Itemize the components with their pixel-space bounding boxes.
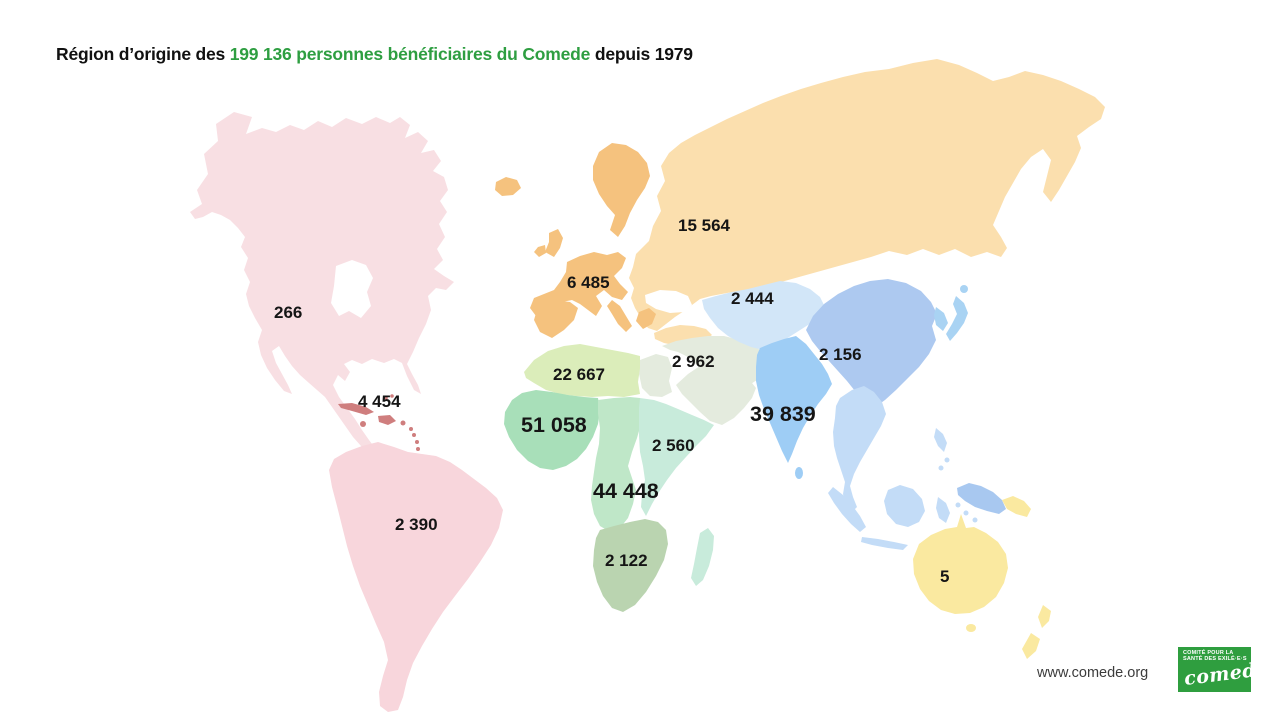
india-shape bbox=[756, 336, 832, 463]
russia-shape bbox=[629, 59, 1105, 331]
sulawesi-shape bbox=[936, 497, 950, 523]
comede-logo-wordmark: comede bbox=[1182, 657, 1251, 690]
scandinavia-shape bbox=[593, 143, 650, 237]
hokkaido-shape bbox=[960, 285, 968, 293]
antilles-dot bbox=[415, 440, 419, 444]
label-west-africa: 51 058 bbox=[521, 413, 587, 437]
hispaniola-shape bbox=[378, 415, 396, 425]
europe-mainland-shape bbox=[530, 252, 628, 316]
black-sea-water bbox=[645, 290, 692, 313]
moluccas-dot bbox=[963, 510, 969, 516]
philippines-shape bbox=[934, 428, 947, 452]
region-west-africa bbox=[504, 390, 600, 470]
region-south-america bbox=[329, 442, 503, 712]
antilles-dot bbox=[416, 447, 420, 451]
antilles-dot bbox=[384, 396, 388, 400]
region-north-africa bbox=[524, 344, 640, 397]
region-east-asia bbox=[806, 279, 937, 408]
label-western-europe: 6 485 bbox=[567, 273, 610, 292]
label-east-asia: 2 156 bbox=[819, 345, 862, 364]
region-south-asia bbox=[756, 336, 832, 479]
label-oceania: 5 bbox=[940, 567, 950, 586]
moluccas-dot bbox=[955, 502, 961, 508]
moluccas-dot bbox=[972, 517, 978, 523]
label-caribbean: 4 454 bbox=[358, 392, 401, 411]
label-eastern-europe-russia: 15 564 bbox=[678, 216, 730, 235]
cuba-shape bbox=[338, 403, 374, 415]
iberia-shape bbox=[534, 300, 578, 338]
region-middle-east bbox=[639, 336, 772, 425]
italy-shape bbox=[607, 300, 632, 332]
region-southern-africa bbox=[593, 519, 668, 612]
australia-shape bbox=[913, 514, 1008, 614]
label-central-asia: 2 444 bbox=[731, 289, 774, 308]
region-central-africa bbox=[591, 397, 644, 532]
label-southern-africa: 2 122 bbox=[605, 551, 648, 570]
antilles-dot bbox=[409, 427, 413, 431]
sumatra-shape bbox=[828, 487, 866, 532]
title-prefix: Région d’origine des bbox=[56, 44, 230, 64]
title-suffix: depuis 1979 bbox=[590, 44, 693, 64]
indochina-shape bbox=[833, 386, 886, 512]
title-highlight: 199 136 personnes bénéficiaires du Comed… bbox=[229, 44, 591, 64]
region-east-africa bbox=[639, 398, 714, 586]
comede-logo: COMITÉ POUR LA SANTÉ DES EXILÉ·E·S comed… bbox=[1178, 647, 1251, 692]
region-japan-korea bbox=[934, 285, 968, 341]
label-central-africa: 44 448 bbox=[593, 479, 659, 503]
java-shape bbox=[861, 537, 908, 550]
ireland-shape bbox=[534, 245, 546, 257]
antilles-dot bbox=[412, 433, 416, 437]
region-western-europe bbox=[495, 143, 656, 338]
new-zealand-north-shape bbox=[1038, 605, 1051, 628]
comede-logo-tagline: COMITÉ POUR LA SANTÉ DES EXILÉ·E·S bbox=[1183, 650, 1247, 663]
philippines-dot bbox=[944, 457, 950, 463]
tasmania-shape bbox=[966, 624, 976, 632]
korea-shape bbox=[934, 307, 948, 331]
hudson-bay-water bbox=[331, 260, 373, 318]
region-oceania bbox=[913, 496, 1051, 659]
sri-lanka-shape bbox=[795, 467, 803, 479]
label-north-america: 266 bbox=[274, 303, 303, 322]
britain-shape bbox=[545, 229, 563, 257]
label-north-africa: 22 667 bbox=[553, 365, 605, 384]
papua-new-guinea-shape bbox=[1002, 496, 1031, 517]
region-southeast-asia bbox=[828, 386, 978, 550]
antilles-dot bbox=[390, 394, 394, 398]
north-america-shape bbox=[190, 112, 454, 453]
philippines-dot bbox=[938, 465, 944, 471]
borneo-shape bbox=[884, 485, 925, 527]
region-west-new-guinea bbox=[957, 483, 1006, 514]
region-central-asia bbox=[702, 281, 825, 350]
madagascar-shape bbox=[691, 528, 714, 586]
puerto-rico-shape bbox=[400, 420, 406, 426]
arabia-shape bbox=[676, 362, 756, 425]
label-south-america: 2 390 bbox=[395, 515, 438, 534]
region-north-america bbox=[190, 112, 454, 453]
new-zealand-south-shape bbox=[1022, 633, 1040, 659]
japan-shape bbox=[946, 296, 968, 341]
greece-shape bbox=[636, 308, 656, 329]
jamaica-shape bbox=[360, 421, 366, 427]
label-east-africa: 2 560 bbox=[652, 436, 695, 455]
website-url: www.comede.org bbox=[1037, 665, 1149, 681]
label-south-asia: 39 839 bbox=[750, 402, 816, 426]
iceland-shape bbox=[495, 177, 521, 196]
east-africa-shape bbox=[639, 398, 714, 516]
egypt-shape bbox=[639, 354, 672, 397]
page-title: Région d’origine des 199 136 personnes b… bbox=[56, 44, 693, 65]
label-middle-east: 2 962 bbox=[672, 352, 715, 371]
